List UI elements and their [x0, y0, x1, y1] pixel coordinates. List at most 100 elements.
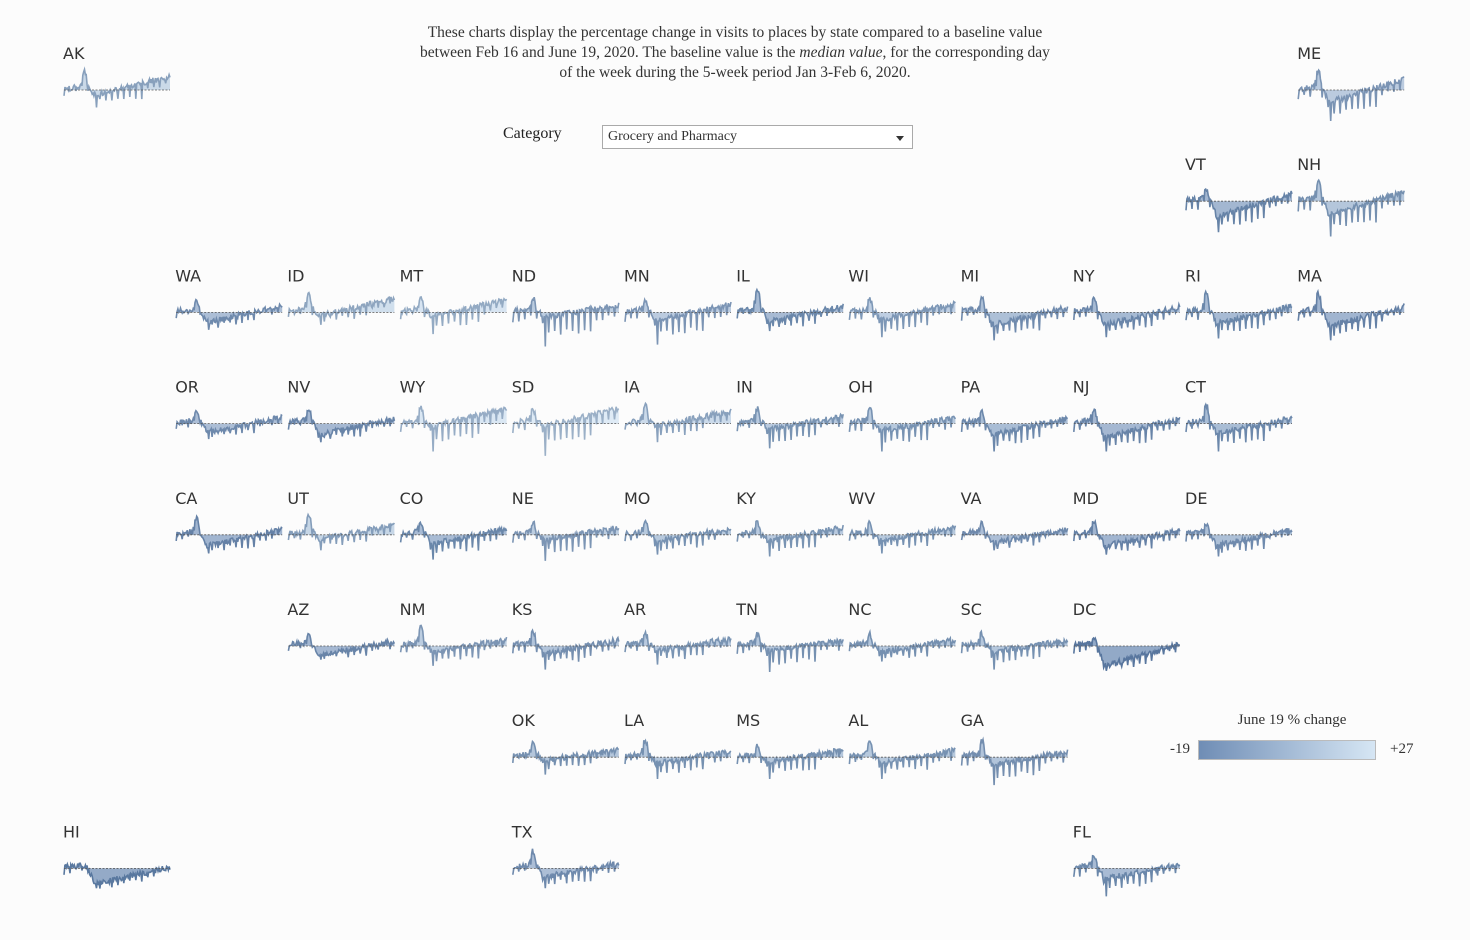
- line-wv: [848, 519, 957, 554]
- state-chart-hi: HI: [63, 822, 171, 889]
- state-chart-ms: MS: [736, 711, 844, 779]
- category-selected-value: Grocery and Pharmacy: [608, 129, 738, 144]
- state-chart-vt: VT: [1185, 155, 1293, 233]
- state-chart-ky: KY: [736, 489, 844, 557]
- line-fl: [1073, 854, 1181, 897]
- chevron-down-icon[interactable]: [896, 136, 904, 141]
- state-chart-nv: NV: [287, 378, 396, 443]
- state-label-ms: MS: [736, 711, 760, 730]
- intro-text: These charts display the percentage chan…: [385, 23, 1085, 83]
- state-label-in: IN: [736, 378, 753, 397]
- line-nd: [512, 296, 620, 347]
- state-label-ia: IA: [624, 378, 640, 397]
- state-label-mn: MN: [624, 266, 650, 285]
- state-label-ky: KY: [736, 489, 756, 508]
- state-label-wi: WI: [848, 266, 869, 285]
- state-label-va: VA: [961, 489, 982, 508]
- state-label-ar: AR: [624, 600, 646, 619]
- state-label-ri: RI: [1185, 266, 1201, 285]
- line-id: [287, 291, 396, 325]
- state-label-mt: MT: [400, 266, 424, 285]
- state-chart-ar: AR: [624, 600, 732, 665]
- state-chart-nj: NJ: [1073, 378, 1181, 452]
- state-chart-ct: CT: [1185, 378, 1293, 452]
- state-chart-co: CO: [399, 489, 508, 560]
- state-chart-tx: TX: [511, 822, 620, 889]
- state-label-pa: PA: [961, 378, 981, 397]
- category-label: Category: [503, 125, 562, 142]
- area-nc: [849, 631, 956, 662]
- state-label-wy: WY: [400, 378, 426, 397]
- state-label-id: ID: [287, 266, 304, 285]
- state-chart-tn: TN: [735, 600, 844, 673]
- line-mi: [960, 295, 1069, 341]
- state-label-il: IL: [736, 266, 750, 285]
- line-wy: [399, 405, 508, 452]
- category-select[interactable]: Grocery and Pharmacy: [602, 125, 913, 149]
- area-wy: [400, 405, 507, 452]
- state-label-wa: WA: [175, 266, 201, 285]
- line-tx: [512, 848, 620, 889]
- line-me: [1297, 68, 1405, 122]
- state-chart-nm: NM: [400, 600, 508, 666]
- state-label-mo: MO: [624, 489, 650, 508]
- state-chart-dc: DC: [1073, 600, 1180, 671]
- area-id: [288, 292, 395, 325]
- line-sc: [960, 629, 1069, 670]
- intro-line-2-emphasis: median value: [799, 44, 883, 61]
- area-ny: [1073, 297, 1180, 338]
- line-ar: [624, 629, 732, 665]
- line-md: [1073, 518, 1181, 555]
- line-nc: [848, 628, 957, 662]
- state-chart-ca: CA: [175, 489, 283, 554]
- state-chart-wy: WY: [399, 378, 508, 452]
- state-label-nd: ND: [512, 266, 536, 285]
- area-va: [961, 521, 1068, 551]
- state-chart-nh: NH: [1297, 155, 1405, 237]
- state-label-co: CO: [400, 489, 424, 508]
- line-or: [175, 409, 283, 440]
- state-label-az: AZ: [287, 600, 309, 619]
- line-mo: [624, 519, 732, 555]
- line-mt: [399, 295, 508, 335]
- state-chart-sc: SC: [960, 600, 1069, 670]
- area-ct: [1186, 404, 1292, 452]
- state-label-ut: UT: [287, 489, 309, 508]
- state-label-ca: CA: [175, 489, 197, 508]
- line-ut: [287, 512, 396, 551]
- state-chart-nd: ND: [512, 266, 620, 347]
- area-nv: [288, 410, 395, 443]
- state-chart-fl: FL: [1073, 822, 1181, 897]
- line-ak: [63, 66, 171, 108]
- line-oh: [848, 406, 957, 452]
- area-mt: [400, 296, 507, 335]
- state-chart-ne: NE: [512, 489, 620, 561]
- state-chart-in: IN: [736, 378, 844, 449]
- state-label-oh: OH: [848, 378, 873, 397]
- state-chart-wv: WV: [848, 489, 957, 554]
- intro-line-2a: between Feb 16 and June 19, 2020. The ba…: [420, 44, 800, 61]
- state-chart-mo: MO: [624, 489, 732, 555]
- state-label-hi: HI: [63, 822, 80, 841]
- intro-line-3: of the week during the 5-week period Jan…: [559, 64, 911, 81]
- state-chart-al: AL: [848, 711, 956, 779]
- line-co: [399, 520, 508, 560]
- area-or: [176, 410, 283, 440]
- state-chart-va: VA: [960, 489, 1069, 551]
- area-sd: [512, 406, 619, 456]
- intro-line-1: These charts display the percentage chan…: [427, 24, 1043, 41]
- line-wa: [175, 298, 283, 330]
- state-label-ma: MA: [1297, 266, 1322, 285]
- state-chart-nc: NC: [848, 600, 957, 662]
- area-md: [1073, 521, 1180, 555]
- state-label-vt: VT: [1185, 155, 1206, 174]
- state-label-ak: AK: [63, 44, 85, 63]
- line-ne: [512, 520, 620, 561]
- state-chart-md: MD: [1073, 489, 1181, 555]
- line-va: [960, 520, 1069, 551]
- state-chart-wi: WI: [848, 266, 956, 338]
- line-ca: [175, 514, 283, 554]
- state-chart-ut: UT: [287, 489, 396, 551]
- state-chart-sd: SD: [512, 378, 620, 456]
